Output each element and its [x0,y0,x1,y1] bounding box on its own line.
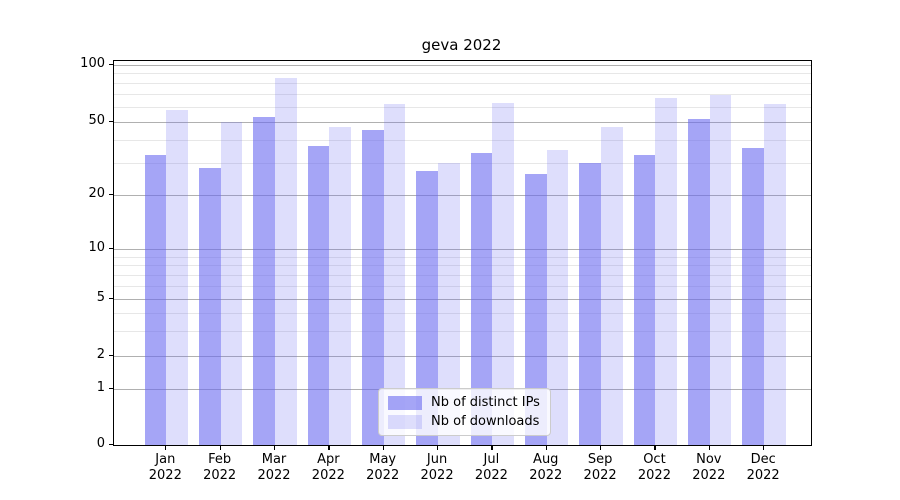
minor-gridline [114,73,811,75]
x-tick-mark [328,445,330,450]
bar-downloads-dec [764,104,786,445]
x-tick-label: Sep 2022 [583,452,617,483]
y-tick-label: 20 [88,186,105,201]
bar-downloads-nov [709,95,732,445]
x-tick-label: Mar 2022 [257,452,291,483]
major-gridline [114,64,811,66]
x-tick-mark [763,445,765,450]
bar-downloads-may [383,104,406,445]
legend-item-distinct-ips: Nb of distinct IPs [388,395,540,410]
major-gridline [114,195,811,196]
legend-swatch-downloads [388,414,422,429]
minor-gridline [114,330,811,332]
bar-distinct-ips-feb [198,168,221,445]
minor-gridline [114,139,811,141]
x-tick-label: Oct 2022 [637,452,671,483]
y-tick-mark [108,248,113,250]
bar-downloads-jan [166,109,188,445]
bar-downloads-jun [438,162,460,445]
x-tick-mark [708,445,710,450]
y-tick-mark [108,194,113,196]
chart-title: geva 2022 [421,36,502,54]
x-tick-label: Feb 2022 [203,452,237,483]
x-tick-label: Jun 2022 [420,452,454,483]
minor-gridline [114,265,811,267]
minor-gridline [114,94,811,96]
x-tick-label: Aug 2022 [529,452,563,483]
bar-downloads-feb [220,122,243,445]
legend-item-downloads: Nb of downloads [388,414,540,429]
major-gridline [114,356,811,357]
x-tick-label: Dec 2022 [746,452,780,483]
x-tick-label: Jan 2022 [148,452,182,483]
x-tick-mark [274,445,276,450]
x-tick-label: Apr 2022 [311,452,345,483]
legend-swatch-distinct-ips [388,395,422,410]
y-tick-label: 50 [88,113,105,128]
legend-label-downloads: Nb of downloads [431,414,540,429]
bar-distinct-ips-apr [307,146,330,445]
minor-gridline [114,274,811,276]
minor-gridline [114,83,811,84]
major-gridline [114,249,811,250]
y-tick-mark [108,388,113,390]
bar-distinct-ips-oct [633,155,656,445]
y-tick-mark [108,298,113,300]
legend-label-distinct-ips: Nb of distinct IPs [431,395,540,410]
bar-distinct-ips-mar [253,117,275,445]
minor-gridline [114,312,811,314]
minor-gridline [114,106,811,108]
y-tick-label: 100 [80,55,105,71]
x-tick-mark [382,445,384,450]
x-tick-mark [491,445,493,450]
major-gridline [114,299,811,300]
x-tick-mark [165,445,167,450]
bar-distinct-ips-may [362,130,384,445]
y-tick-mark [108,355,113,357]
minor-gridline [114,162,811,164]
x-tick-label: May 2022 [366,452,400,483]
bar-downloads-jul [492,102,515,445]
x-tick-mark [545,445,547,450]
bar-downloads-apr [329,126,352,445]
y-tick-mark [108,444,113,446]
bar-distinct-ips-sep [579,162,602,445]
bar-distinct-ips-jun [416,171,439,445]
x-tick-mark [600,445,602,450]
bar-distinct-ips-jul [470,152,493,445]
bar-downloads-sep [601,126,623,445]
y-tick-mark [108,63,113,65]
bar-distinct-ips-nov [688,118,710,445]
x-tick-label: Jul 2022 [474,452,508,483]
x-tick-label: Nov 2022 [692,452,726,483]
major-gridline [114,122,811,123]
minor-gridline [114,256,811,258]
x-tick-mark [654,445,656,450]
y-tick-label: 2 [96,347,105,362]
x-tick-mark [219,445,221,450]
y-tick-label: 0 [96,436,105,451]
bar-downloads-mar [275,77,297,445]
y-tick-label: 10 [88,240,105,255]
y-tick-label: 5 [96,290,105,305]
bar-distinct-ips-dec [742,148,765,445]
plot-area [113,60,812,446]
x-tick-mark [437,445,439,450]
minor-gridline [114,285,811,287]
y-tick-mark [108,121,113,123]
bar-distinct-ips-aug [525,174,547,445]
bar-downloads-aug [546,150,569,445]
y-tick-label: 1 [96,380,105,395]
legend: Nb of distinct IPs Nb of downloads [378,388,551,436]
bar-downloads-oct [655,97,678,445]
bar-distinct-ips-jan [144,155,167,445]
